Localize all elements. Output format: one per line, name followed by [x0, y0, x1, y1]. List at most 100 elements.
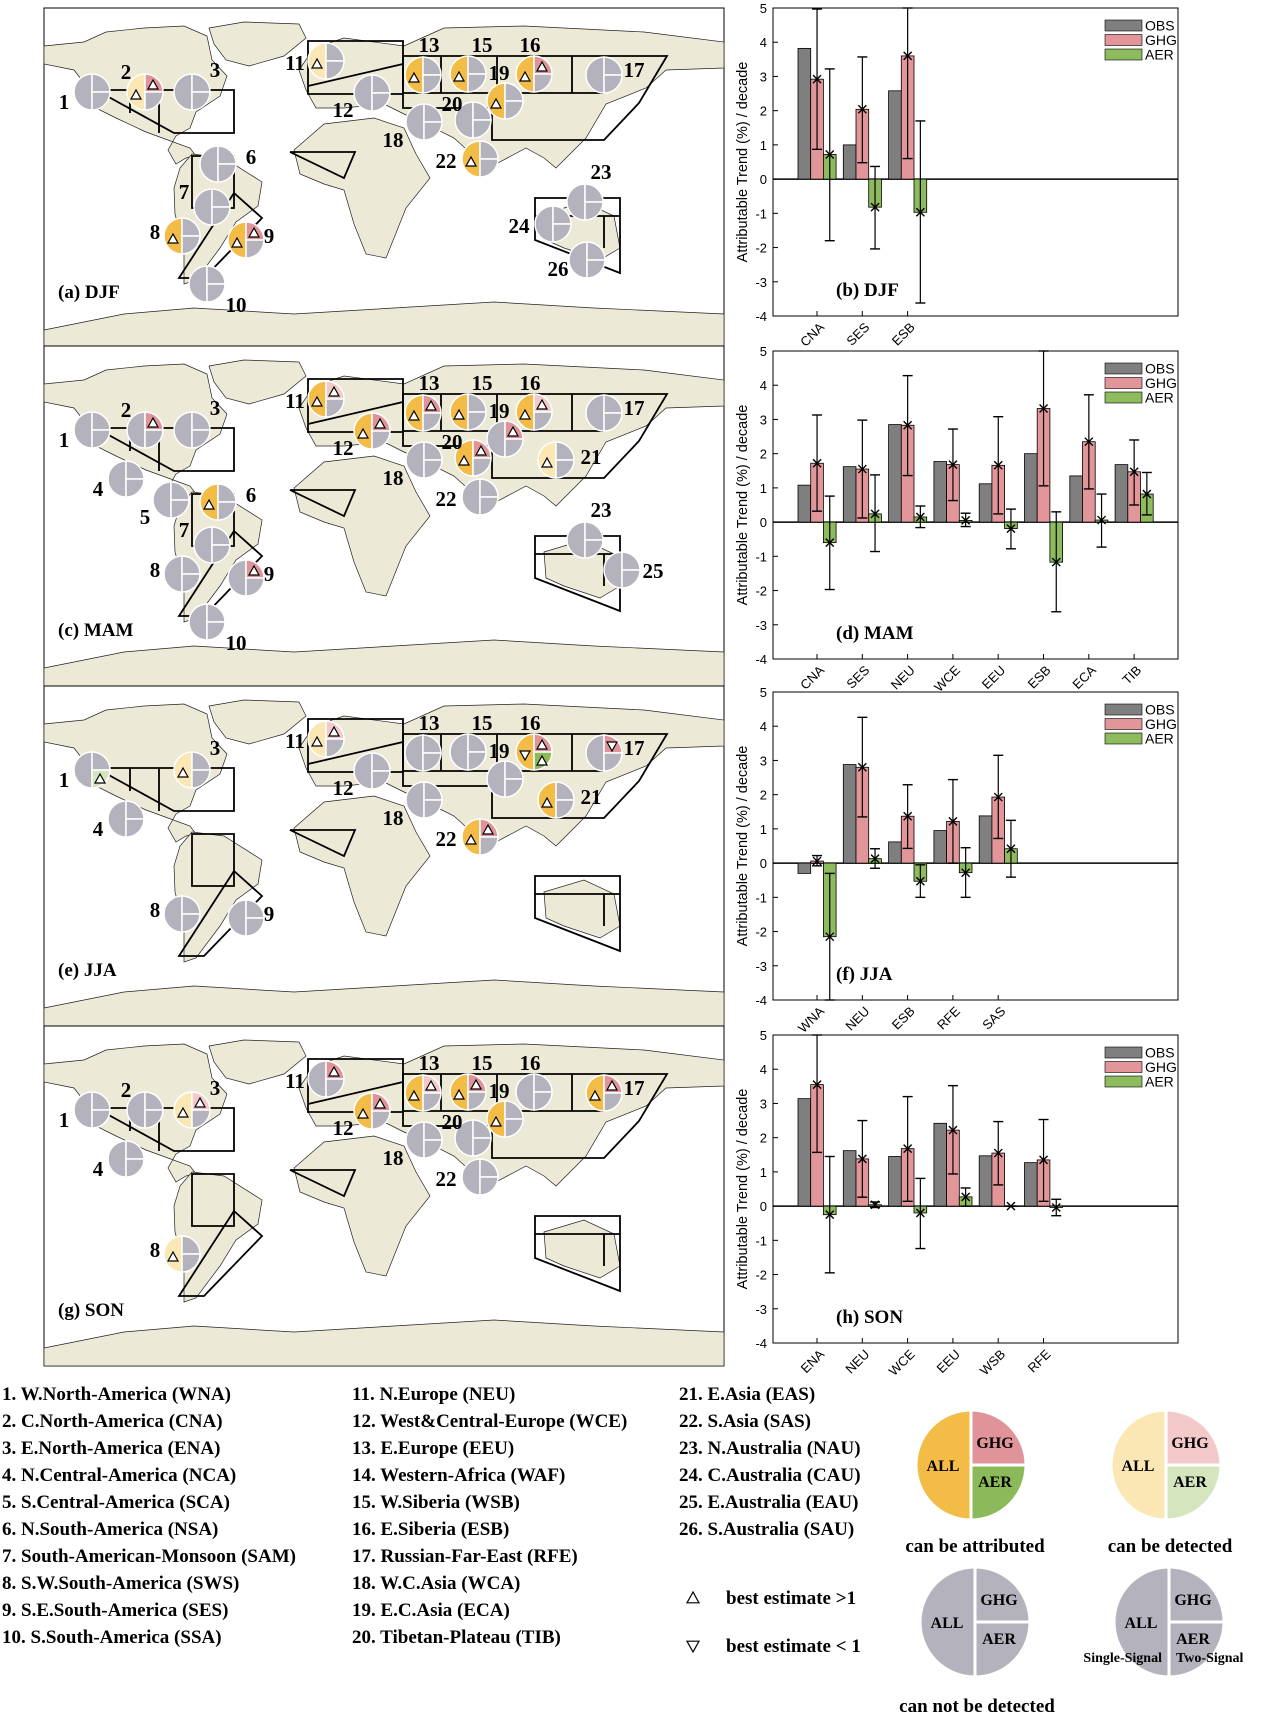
best-estimate-marker — [1129, 467, 1139, 477]
x-tick-label: ECA — [1069, 662, 1099, 692]
region-pie-4 — [107, 800, 145, 838]
pie-aer-quadrant — [181, 235, 201, 255]
region-pie-20 — [454, 439, 492, 477]
region-list-item: 24. C.Australia (CAU) — [679, 1465, 861, 1486]
region-number-label: 9 — [264, 224, 275, 248]
y-tick-label: 5 — [760, 1028, 767, 1043]
x-tick-label: TIB — [1119, 663, 1144, 688]
triangle-up-icon — [464, 833, 478, 845]
pie-ghg-label: GHG — [1171, 1435, 1209, 1452]
region-pie-8 — [163, 555, 201, 593]
triangle-up-icon — [535, 398, 549, 410]
pie-aer-quadrant — [191, 91, 211, 111]
pie-aer-quadrant — [191, 1109, 211, 1129]
best-estimate-marker — [903, 811, 913, 821]
region-pie-24 — [534, 205, 572, 243]
pie-all-label: ALL — [927, 1458, 960, 1475]
triangle-up-icon — [540, 796, 554, 808]
region-list-item: 19. E.C.Asia (ECA) — [352, 1600, 510, 1621]
y-tick-label: -3 — [755, 275, 767, 290]
region-number-label: 23 — [591, 160, 612, 184]
pie-all-half — [173, 73, 193, 111]
region-pie-12 — [353, 412, 391, 450]
bar-obs-tib — [1114, 464, 1129, 523]
legend-pie-attributed: ALL GHG AER — [914, 1408, 1028, 1522]
y-tick-label: -2 — [755, 241, 767, 256]
bar-obs-sas — [978, 815, 993, 864]
y-axis-label: Attributable Trend (%) / decade — [735, 746, 751, 947]
triangle-up-icon — [535, 754, 549, 766]
marker-legend-label: best estimate >1 — [726, 1588, 856, 1609]
pie-all-half — [585, 56, 605, 94]
best-estimate-marker — [948, 460, 958, 470]
y-axis-label: Attributable Trend (%) / decade — [735, 1089, 751, 1290]
region-pie-13 — [404, 394, 442, 432]
region-pie-7 — [193, 526, 231, 564]
triangle-up-icon — [93, 772, 107, 784]
map-panel-title: (c) MAM — [58, 620, 133, 641]
triangle-up-icon — [310, 735, 324, 747]
best-estimate-marker — [993, 460, 1003, 470]
region-number-label: 18 — [383, 1146, 404, 1170]
region-number-label: 3 — [210, 1076, 221, 1100]
region-boundary — [289, 1169, 357, 1198]
region-number-label: 1 — [59, 1108, 70, 1132]
pie-all-half — [1112, 1565, 1171, 1679]
region-number-label: 4 — [93, 477, 104, 501]
triangle-up-icon — [518, 408, 532, 420]
region-pie-17 — [585, 56, 623, 94]
pie-legend-caption: can be detected — [1108, 1536, 1233, 1557]
region-number-label: 18 — [383, 806, 404, 830]
region-pie-1 — [73, 1091, 111, 1129]
legend-swatch-obs — [1104, 19, 1143, 32]
region-pie-3 — [173, 751, 211, 789]
region-pie-18 — [405, 781, 443, 819]
region-list-item: 10. S.South-America (SSA) — [2, 1627, 222, 1648]
region-number-label: 15 — [472, 371, 493, 395]
triangle-up-icon — [166, 1250, 180, 1262]
pie-aer-quadrant — [472, 119, 492, 139]
region-list-item: 3. E.North-America (ENA) — [2, 1438, 220, 1459]
bar-chart-0: -4 -3 -2 -1 0 1 2 3 4 5 Attributable Trend (%) / d… — [735, 1, 1179, 350]
best-estimate-marker — [915, 207, 925, 217]
pie-aer-quadrant — [467, 73, 487, 93]
pie-all-half — [568, 241, 588, 279]
region-pie-8 — [163, 1235, 201, 1273]
x-tick-label: RFE — [934, 1003, 963, 1032]
pie-aer-quadrant — [125, 478, 145, 498]
best-estimate-marker — [857, 464, 867, 474]
x-tick-label: EEU — [979, 663, 1009, 693]
region-list-item: 12. West&Central-Europe (WCE) — [352, 1411, 627, 1432]
y-tick-label: -2 — [755, 584, 767, 599]
pie-all-half — [405, 781, 425, 819]
pie-aer-quadrant — [422, 752, 442, 772]
pie-aer-quadrant — [144, 429, 164, 449]
region-number-label: 4 — [93, 817, 104, 841]
region-number-label: 2 — [121, 1078, 132, 1102]
best-estimate-marker — [857, 762, 867, 772]
land-mass — [293, 117, 431, 259]
best-estimate-marker — [870, 509, 880, 519]
triangle-up-icon — [310, 57, 324, 69]
chart-panel-title: (b) DJF — [836, 280, 899, 301]
region-number-label: 22 — [436, 1167, 457, 1191]
best-estimate-marker — [825, 932, 835, 942]
triangle-up-icon — [489, 97, 503, 109]
y-tick-label: 2 — [760, 104, 767, 119]
region-number-label: 18 — [383, 466, 404, 490]
pie-all-half — [454, 1119, 474, 1157]
triangle-up-icon — [535, 60, 549, 72]
x-tick-label: WCE — [886, 1346, 918, 1378]
region-number-label: 11 — [285, 729, 305, 753]
region-pie-11 — [307, 42, 345, 80]
pie-all-half — [227, 559, 247, 597]
y-tick-label: 0 — [760, 172, 767, 187]
region-pie-16 — [515, 733, 553, 771]
region-number-label: 16 — [520, 33, 541, 57]
pie-all-half — [461, 1158, 481, 1196]
pie-all-half — [199, 145, 219, 183]
